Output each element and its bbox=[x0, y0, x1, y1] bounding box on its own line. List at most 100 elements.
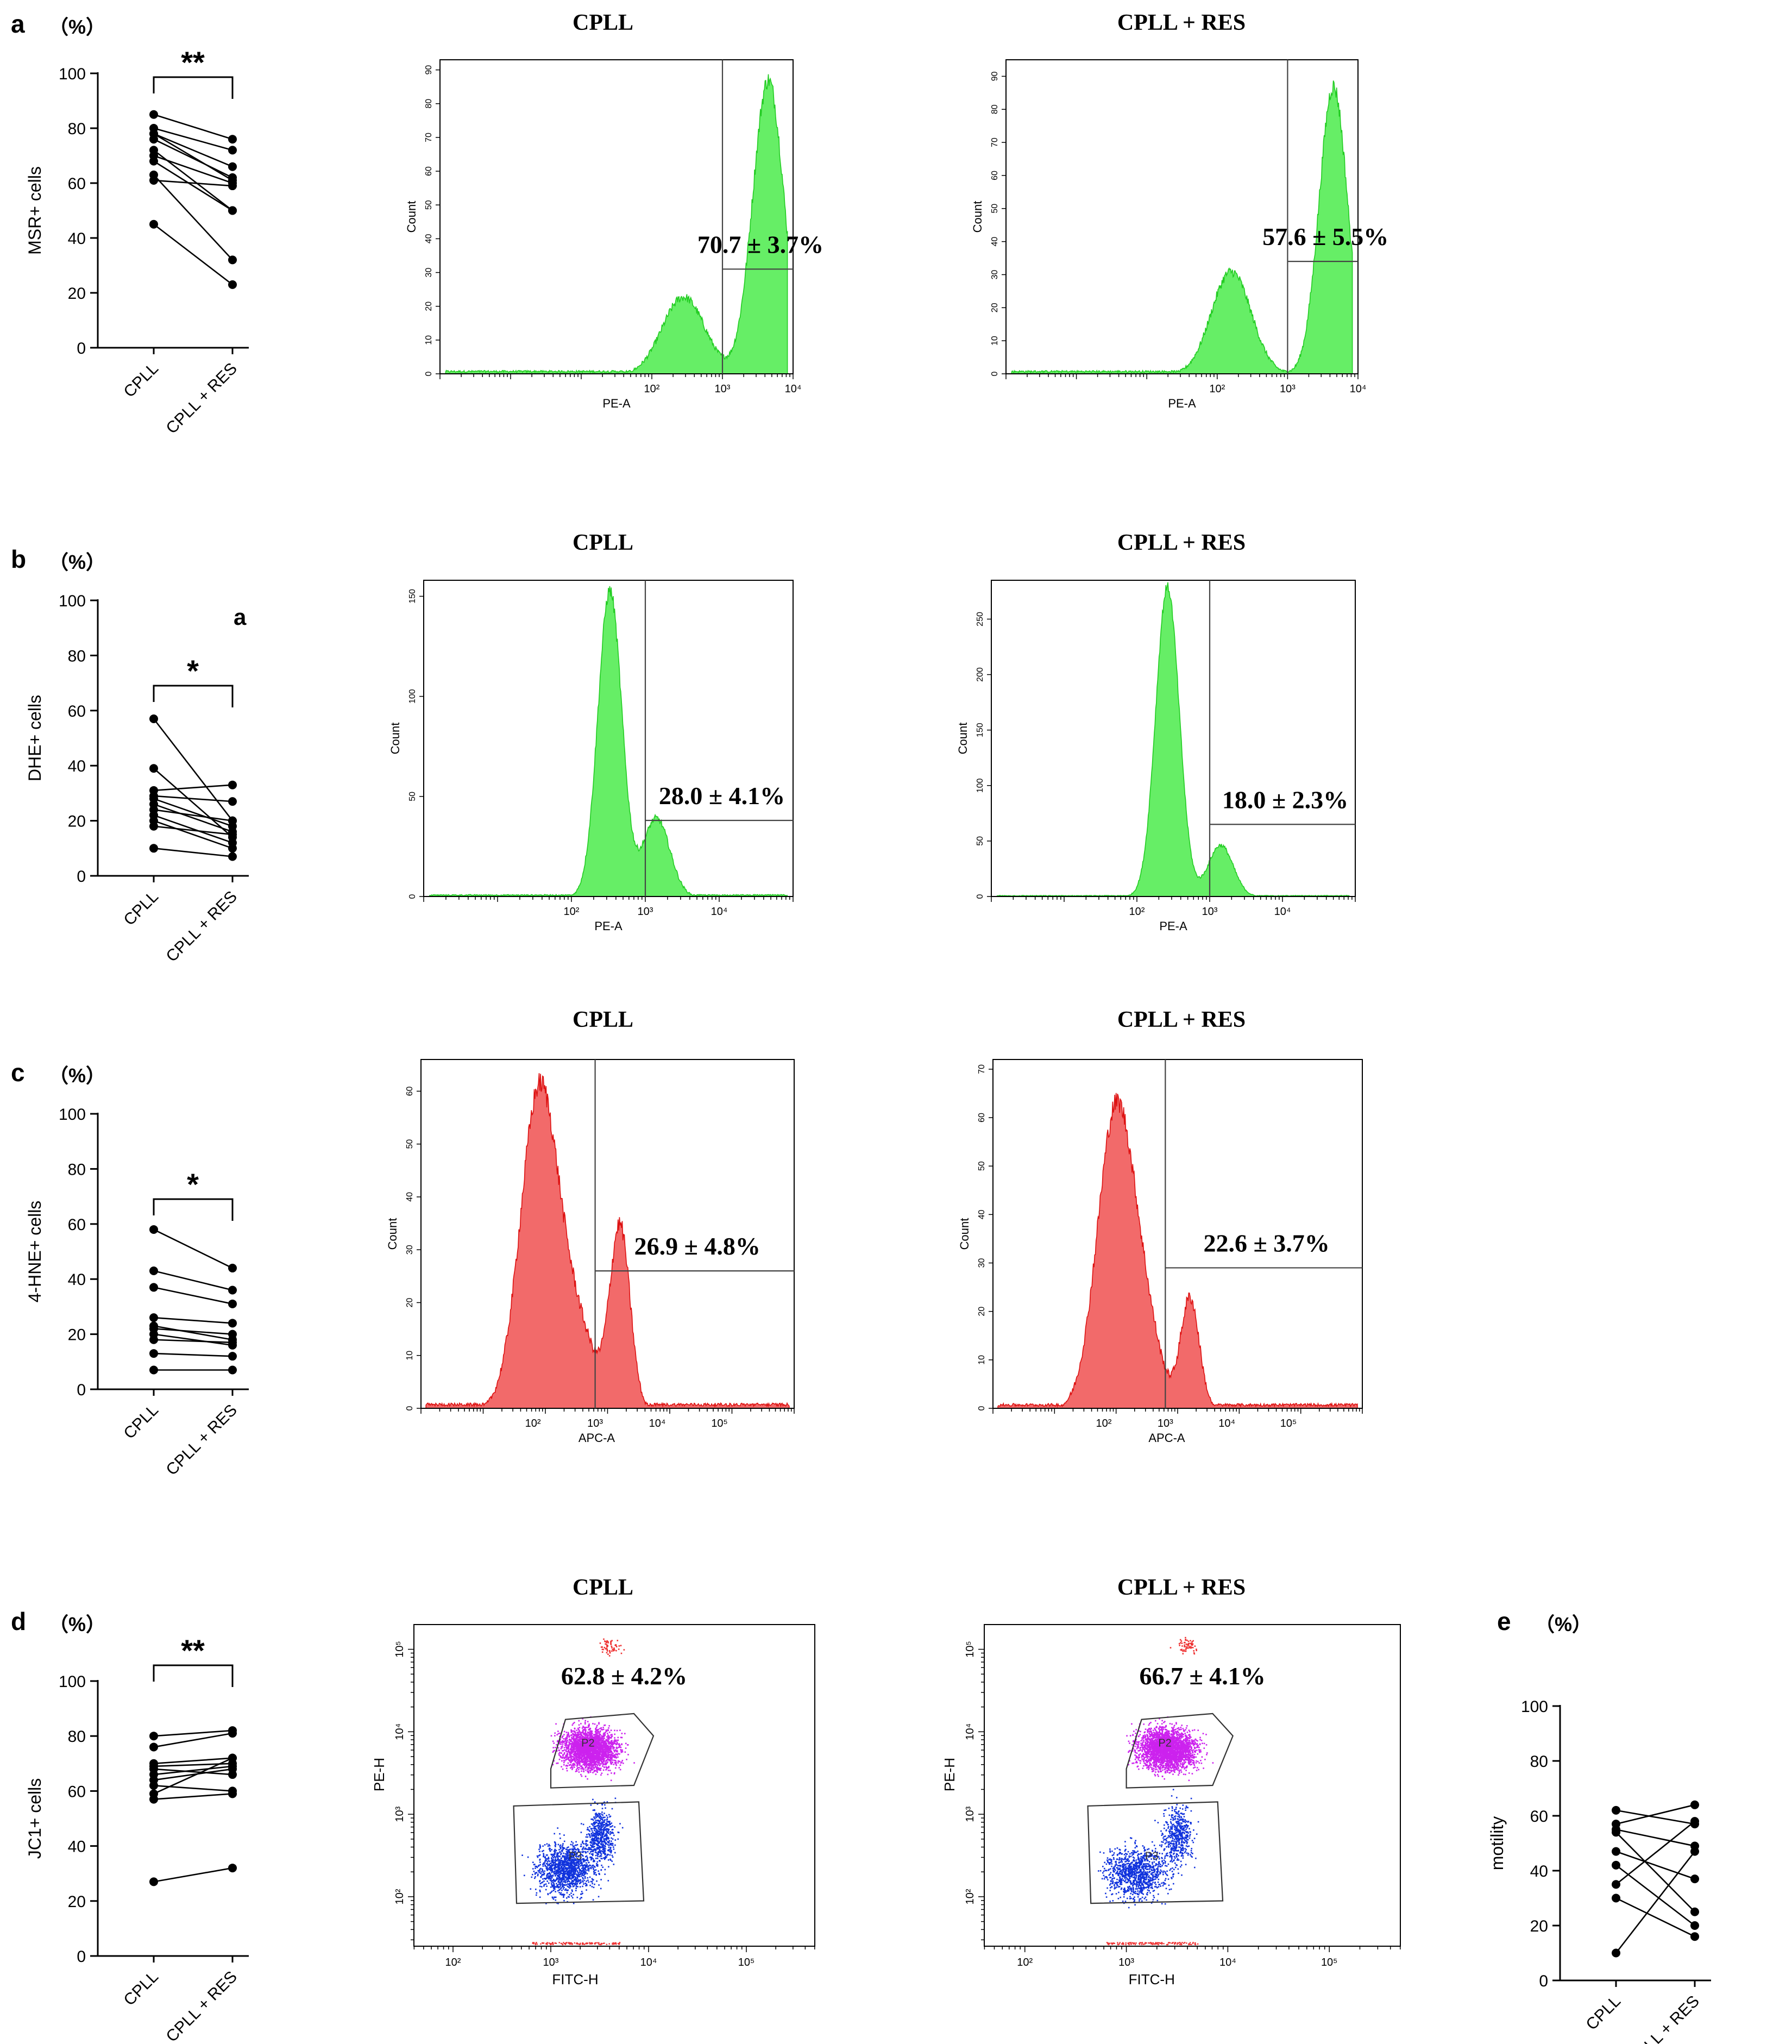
event-dot bbox=[559, 1833, 561, 1835]
event-dot bbox=[565, 1744, 567, 1746]
y-tick-label: 0 bbox=[77, 868, 86, 886]
gate-percentage: 18.0 ± 2.3% bbox=[1222, 786, 1348, 813]
event-dot bbox=[573, 1741, 575, 1744]
event-dot bbox=[581, 1891, 583, 1892]
event-dot bbox=[552, 1886, 554, 1888]
event-dot bbox=[542, 1845, 544, 1847]
event-dot bbox=[572, 1763, 574, 1765]
event-dot bbox=[581, 1859, 582, 1861]
event-dot bbox=[562, 1888, 564, 1890]
event-dot bbox=[594, 1723, 596, 1725]
event-dot bbox=[538, 1865, 539, 1867]
event-dot bbox=[595, 1751, 597, 1753]
event-dot bbox=[574, 1753, 576, 1755]
event-dot bbox=[567, 1896, 569, 1898]
event-dot bbox=[590, 1823, 593, 1825]
event-dot bbox=[563, 1753, 565, 1755]
event-dot bbox=[595, 1735, 597, 1737]
event-dot bbox=[556, 1860, 558, 1862]
y-tick-label: 40 bbox=[990, 237, 999, 247]
event-dot bbox=[553, 1872, 555, 1873]
event-dot bbox=[575, 1736, 577, 1738]
y-tick-label: 0 bbox=[77, 340, 86, 358]
event-dot bbox=[590, 1752, 592, 1754]
event-dot bbox=[594, 1748, 596, 1751]
event-dot bbox=[589, 1826, 590, 1828]
y-axis-label: 4-HNE+ cells bbox=[25, 1201, 45, 1303]
event-dot bbox=[552, 1861, 554, 1863]
event-dot bbox=[594, 1822, 596, 1824]
event-dot bbox=[570, 1863, 571, 1865]
event-dot bbox=[611, 1735, 613, 1737]
event-dot bbox=[576, 1734, 579, 1736]
point-cpll bbox=[1612, 1893, 1620, 1903]
event-dot bbox=[596, 1752, 598, 1754]
event-dot bbox=[539, 1854, 541, 1856]
point-cpll-res bbox=[228, 1338, 237, 1347]
event-dot bbox=[587, 1732, 589, 1734]
event-dot bbox=[607, 1821, 609, 1822]
event-dot bbox=[596, 1754, 598, 1756]
event-dot bbox=[590, 1859, 592, 1861]
event-dot bbox=[547, 1893, 549, 1895]
event-dot bbox=[571, 1871, 574, 1872]
event-dot bbox=[558, 1877, 560, 1879]
event-dot bbox=[584, 1731, 587, 1733]
event-dot bbox=[563, 1878, 565, 1880]
event-dot bbox=[539, 1858, 541, 1860]
event-dot bbox=[539, 1885, 541, 1888]
event-dot bbox=[595, 1833, 597, 1835]
event-dot bbox=[617, 1754, 619, 1756]
event-dot bbox=[573, 1736, 575, 1738]
event-dot bbox=[559, 1859, 561, 1861]
event-dot bbox=[609, 1737, 611, 1739]
event-dot bbox=[563, 1758, 565, 1759]
unit-label: （%） bbox=[1535, 1613, 1592, 1635]
pair-line bbox=[153, 114, 233, 140]
event-dot bbox=[542, 1873, 543, 1876]
pair-line bbox=[153, 718, 234, 822]
y-tick-label: 40 bbox=[405, 1192, 414, 1202]
event-dot bbox=[557, 1827, 558, 1829]
event-dot bbox=[586, 1855, 588, 1857]
unit-label: （%） bbox=[49, 1613, 105, 1635]
event-dot bbox=[599, 1822, 601, 1824]
event-dot bbox=[574, 1752, 576, 1754]
event-dot bbox=[596, 1754, 599, 1757]
event-dot bbox=[594, 1756, 596, 1758]
event-dot bbox=[589, 1745, 591, 1747]
event-dot bbox=[609, 1749, 611, 1751]
event-dot bbox=[574, 1763, 575, 1765]
event-dot bbox=[612, 1745, 613, 1746]
event-dot bbox=[555, 1874, 556, 1876]
event-dot bbox=[594, 1760, 596, 1763]
event-dot bbox=[580, 1738, 582, 1740]
event-dot bbox=[577, 1743, 579, 1745]
event-dot bbox=[550, 1877, 552, 1879]
event-dot bbox=[589, 1856, 592, 1858]
event-dot bbox=[580, 1743, 581, 1745]
gate-percentage: 28.0 ± 4.1% bbox=[659, 782, 785, 810]
event-dot bbox=[590, 1880, 592, 1883]
event-dot bbox=[570, 1730, 572, 1732]
event-dot bbox=[557, 1844, 559, 1846]
event-dot bbox=[560, 1873, 562, 1874]
event-dot bbox=[585, 1729, 587, 1731]
event-dot bbox=[558, 1855, 560, 1857]
event-dot bbox=[600, 1844, 602, 1846]
event-dot bbox=[585, 1734, 587, 1736]
event-dot bbox=[589, 1730, 591, 1733]
event-dot bbox=[575, 1855, 577, 1857]
event-dot bbox=[577, 1851, 580, 1853]
event-dot bbox=[565, 1864, 567, 1866]
event-dot bbox=[562, 1870, 563, 1872]
event-dot bbox=[586, 1762, 587, 1764]
event-dot bbox=[552, 1882, 554, 1883]
event-dot bbox=[546, 1870, 548, 1871]
point-cpll bbox=[149, 156, 158, 166]
event-dot bbox=[567, 1747, 569, 1749]
event-dot bbox=[555, 1846, 556, 1847]
event-dot bbox=[582, 1892, 583, 1895]
event-dot bbox=[584, 1848, 587, 1850]
